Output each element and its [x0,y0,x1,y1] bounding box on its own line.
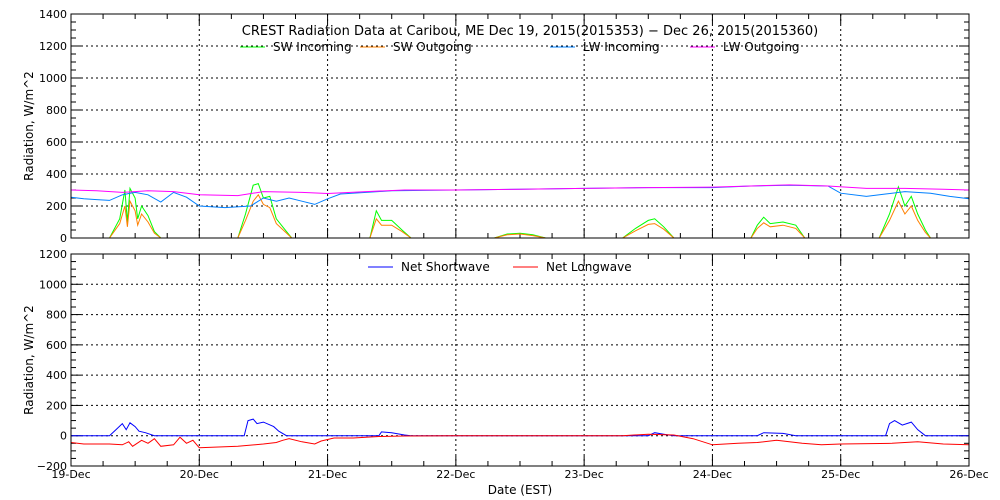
y-tick-label: 1000 [39,72,67,85]
y-tick-label: 0 [60,232,67,245]
y-tick-label: 800 [46,309,67,322]
top-y-axis-label: Radiation, W/m^2 [22,71,36,181]
y-tick-label: 800 [46,104,67,117]
series-line-net-longwave [70,433,970,449]
plot-frame [70,13,970,239]
y-tick-label: 1200 [39,248,67,261]
legend-label: SW Incoming [273,40,352,54]
y-tick-label: 200 [46,399,67,412]
y-tick-label: 1000 [39,278,67,291]
series-line-lw-outgoing [70,184,970,197]
legend-label: LW Incoming [583,40,660,54]
y-tick-label: 400 [46,168,67,181]
series-line-sw-incoming [71,182,969,239]
bottom-y-axis-label: Radiation, W/m^2 [22,305,36,415]
y-tick-label: 1200 [39,40,67,53]
legend-label: Net Shortwave [401,260,490,274]
x-tick-label: 26-Dec [949,468,988,481]
x-tick-label: 24-Dec [693,468,732,481]
x-tick-label: 20-Dec [180,468,219,481]
plot-frame [70,253,970,467]
y-tick-label: 200 [46,200,67,213]
chart-title: CREST Radiation Data at Caribou, ME Dec … [242,24,818,39]
y-tick-label: 600 [46,136,67,149]
legend-label: Net Longwave [546,260,632,274]
legend-label: LW Outgoing [723,40,800,54]
legend-label: SW Outgoing [393,40,472,54]
y-tick-label: 1400 [39,8,67,21]
y-tick-label: 600 [46,339,67,352]
x-tick-label: 21-Dec [308,468,347,481]
series-line-lw-incoming [70,184,970,209]
series-line-sw-outgoing [71,193,969,239]
x-axis-label: Date (EST) [488,483,552,497]
y-tick-label: −200 [37,460,67,473]
x-tick-label: 23-Dec [565,468,604,481]
y-tick-label: 400 [46,369,67,382]
x-tick-label: 22-Dec [436,468,475,481]
series-line-net-shortwave [71,418,969,437]
x-tick-label: 25-Dec [821,468,860,481]
y-tick-label: 0 [60,430,67,443]
x-tick-label: 19-Dec [51,468,90,481]
